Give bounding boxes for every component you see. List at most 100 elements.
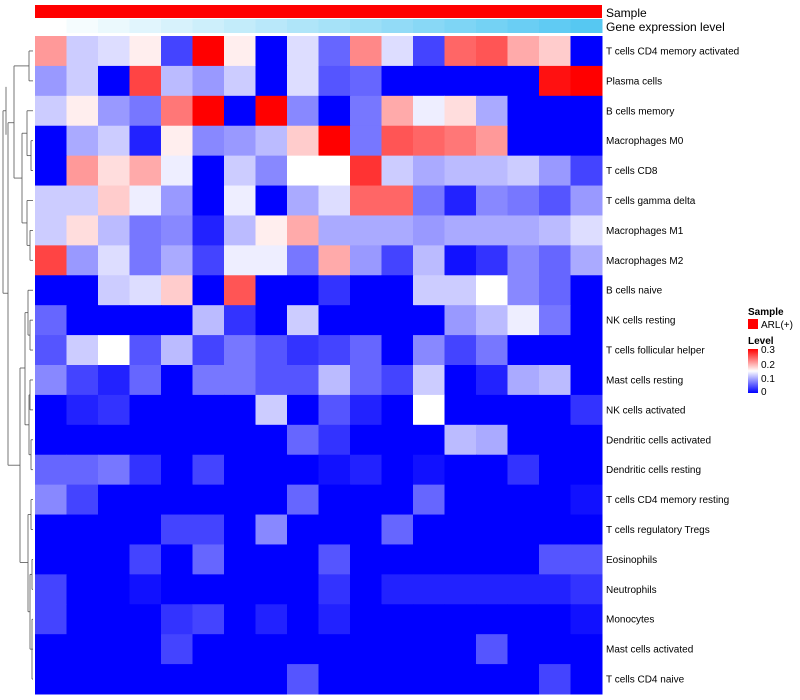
heatmap-cell (444, 36, 477, 67)
heatmap-cell (570, 604, 603, 635)
heatmap-cell (539, 275, 571, 306)
heatmap-cell (476, 215, 508, 246)
heatmap-cell (98, 424, 130, 456)
heatmap-cell (98, 604, 130, 635)
heatmap-cell (161, 634, 193, 665)
heatmap-cell (192, 215, 225, 246)
heatmap-cell (192, 125, 225, 157)
heatmap-cell (350, 574, 382, 605)
heatmap-cell (161, 604, 193, 635)
annotation-gene-expression-cell (161, 19, 193, 33)
heatmap-cell (287, 335, 319, 366)
heatmap-cell (570, 275, 603, 306)
heatmap-cell (444, 305, 477, 336)
heatmap-cell (444, 514, 477, 545)
heatmap-cell (570, 185, 603, 216)
heatmap-cell (318, 454, 351, 486)
annotation-gene-expression-cell (255, 19, 288, 33)
heatmap-cell (192, 305, 225, 336)
annotation-gene-expression-cell (66, 19, 99, 33)
heatmap-cell (287, 544, 319, 575)
heatmap-cell (413, 514, 445, 545)
heatmap-cell (224, 155, 256, 187)
heatmap-cell (413, 634, 445, 665)
heatmap-cell (129, 484, 162, 516)
heatmap-cell (129, 514, 162, 545)
heatmap-cell (287, 36, 319, 67)
heatmap-cell (35, 514, 67, 545)
heatmap-cell (224, 65, 256, 97)
heatmap-cell (66, 634, 99, 665)
heatmap-cell (539, 484, 571, 516)
heatmap-cell (350, 424, 382, 456)
heatmap-cell (318, 664, 351, 695)
heatmap-cell (476, 514, 508, 545)
heatmap-cell (318, 544, 351, 575)
heatmap-cell (318, 365, 351, 396)
row-dendrogram (2, 50, 33, 680)
heatmap-cell (224, 95, 256, 127)
annotation-gene-expression-cell (224, 19, 256, 33)
heatmap-cell (507, 394, 540, 426)
heatmap-cell (350, 65, 382, 97)
heatmap-cell (444, 125, 477, 157)
heatmap-cell (381, 155, 414, 187)
heatmap-cell (192, 574, 225, 605)
heatmap-cell (476, 484, 508, 516)
heatmap-cell (192, 185, 225, 216)
heatmap-cell (476, 125, 508, 157)
heatmap-cell (381, 275, 414, 306)
heatmap-cell (350, 245, 382, 276)
heatmap-cell (413, 36, 445, 67)
heatmap-cell (224, 484, 256, 516)
heatmap-cell (318, 305, 351, 336)
heatmap-cell (350, 484, 382, 516)
heatmap-cell (413, 125, 445, 157)
annotation-gene-expression-cell (444, 19, 477, 33)
heatmap-cell (350, 634, 382, 665)
row-label: B cells naive (606, 286, 663, 297)
heatmap-cell (66, 394, 99, 426)
heatmap-cell (350, 664, 382, 695)
heatmap-cell (381, 454, 414, 486)
heatmap-cell (224, 634, 256, 665)
heatmap-cell (444, 634, 477, 665)
heatmap-cell (570, 574, 603, 605)
heatmap-cell (255, 305, 288, 336)
heatmap-cell (255, 664, 288, 695)
heatmap-cell (287, 275, 319, 306)
heatmap-cell (507, 514, 540, 545)
heatmap-cell (192, 335, 225, 366)
row-labels: T cells CD4 memory activated Plasma cells… (606, 46, 739, 685)
heatmap-cell (129, 424, 162, 456)
heatmap-cell (570, 634, 603, 665)
heatmap-cell (66, 544, 99, 575)
heatmap-cell (192, 514, 225, 545)
heatmap-cell (66, 125, 99, 157)
heatmap-cell (539, 245, 571, 276)
annotation-gene-expression-cell (192, 19, 225, 33)
heatmap-cell (413, 484, 445, 516)
heatmap-cell (161, 215, 193, 246)
heatmap-cell (66, 36, 99, 67)
heatmap-cell (570, 36, 603, 67)
heatmap-cell (539, 424, 571, 456)
heatmap-cell (66, 185, 99, 216)
heatmap-cell (98, 305, 130, 336)
heatmap-cell (287, 604, 319, 635)
heatmap-cell (381, 484, 414, 516)
heatmap-cell (507, 275, 540, 306)
heatmap-cell (129, 155, 162, 187)
heatmap-cell (507, 454, 540, 486)
heatmap-cell (161, 394, 193, 426)
heatmap-cell (539, 664, 571, 695)
annotation-gene-expression-cell (507, 19, 540, 33)
heatmap-cell (507, 544, 540, 575)
heatmap-cell (35, 454, 67, 486)
heatmap-cell (350, 305, 382, 336)
heatmap-cell (224, 185, 256, 216)
heatmap-cell (507, 215, 540, 246)
heatmap-cell (129, 36, 162, 67)
heatmap-cell (413, 664, 445, 695)
heatmap-cell (161, 95, 193, 127)
